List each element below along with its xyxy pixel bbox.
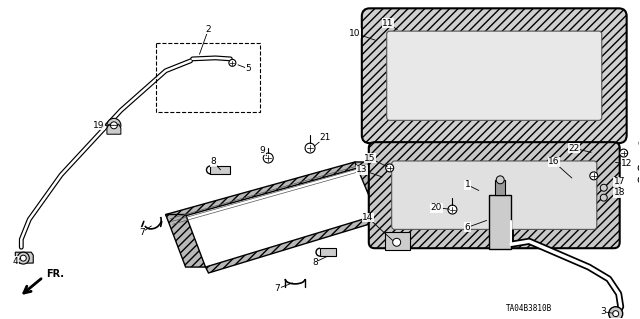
Text: 22: 22 [568, 144, 579, 152]
Circle shape [609, 307, 623, 319]
FancyBboxPatch shape [369, 142, 620, 248]
Text: 16: 16 [548, 158, 560, 167]
Text: 9: 9 [259, 145, 265, 155]
Text: FR.: FR. [46, 269, 64, 279]
Circle shape [638, 176, 640, 183]
Text: 21: 21 [319, 133, 331, 142]
Circle shape [17, 252, 29, 264]
Circle shape [386, 164, 394, 172]
Polygon shape [15, 252, 33, 263]
Circle shape [496, 176, 504, 184]
FancyBboxPatch shape [362, 8, 627, 143]
Text: 19: 19 [93, 121, 105, 130]
Circle shape [600, 194, 607, 201]
Polygon shape [211, 166, 230, 174]
Text: 18: 18 [614, 188, 625, 197]
Polygon shape [320, 248, 336, 256]
Text: 7: 7 [275, 284, 280, 293]
Circle shape [111, 122, 117, 129]
Circle shape [229, 59, 236, 66]
Text: 3: 3 [600, 307, 605, 316]
Text: 12: 12 [621, 160, 632, 168]
Circle shape [305, 143, 315, 153]
Circle shape [612, 311, 619, 317]
Circle shape [107, 118, 121, 132]
Polygon shape [385, 232, 410, 250]
Text: 14: 14 [362, 213, 374, 222]
Polygon shape [166, 162, 358, 220]
Circle shape [639, 139, 640, 148]
Polygon shape [495, 180, 505, 195]
Polygon shape [166, 214, 205, 267]
Circle shape [263, 153, 273, 163]
Text: 5: 5 [245, 64, 251, 73]
Circle shape [20, 255, 26, 261]
Text: 4: 4 [13, 256, 18, 266]
Text: 11: 11 [382, 19, 394, 28]
Circle shape [393, 238, 401, 246]
Circle shape [600, 184, 607, 191]
Polygon shape [489, 195, 511, 249]
Text: 10: 10 [349, 29, 360, 38]
Text: TA04B3810B: TA04B3810B [506, 304, 552, 313]
Text: 13: 13 [356, 166, 367, 174]
Text: 2: 2 [205, 25, 211, 33]
Circle shape [620, 149, 628, 157]
Circle shape [590, 172, 598, 180]
FancyBboxPatch shape [387, 31, 602, 120]
Polygon shape [355, 162, 395, 210]
Text: 6: 6 [465, 223, 470, 232]
Text: 7: 7 [139, 228, 145, 237]
Text: 15: 15 [364, 153, 376, 162]
Text: 8: 8 [312, 258, 318, 267]
Bar [156, 43, 260, 112]
Polygon shape [205, 210, 397, 273]
Text: 8: 8 [211, 158, 216, 167]
Text: 20: 20 [431, 203, 442, 212]
Polygon shape [107, 124, 121, 134]
Circle shape [448, 205, 457, 214]
FancyBboxPatch shape [392, 161, 596, 229]
Circle shape [638, 165, 640, 171]
Text: 17: 17 [614, 177, 625, 186]
Text: 1: 1 [465, 180, 470, 189]
